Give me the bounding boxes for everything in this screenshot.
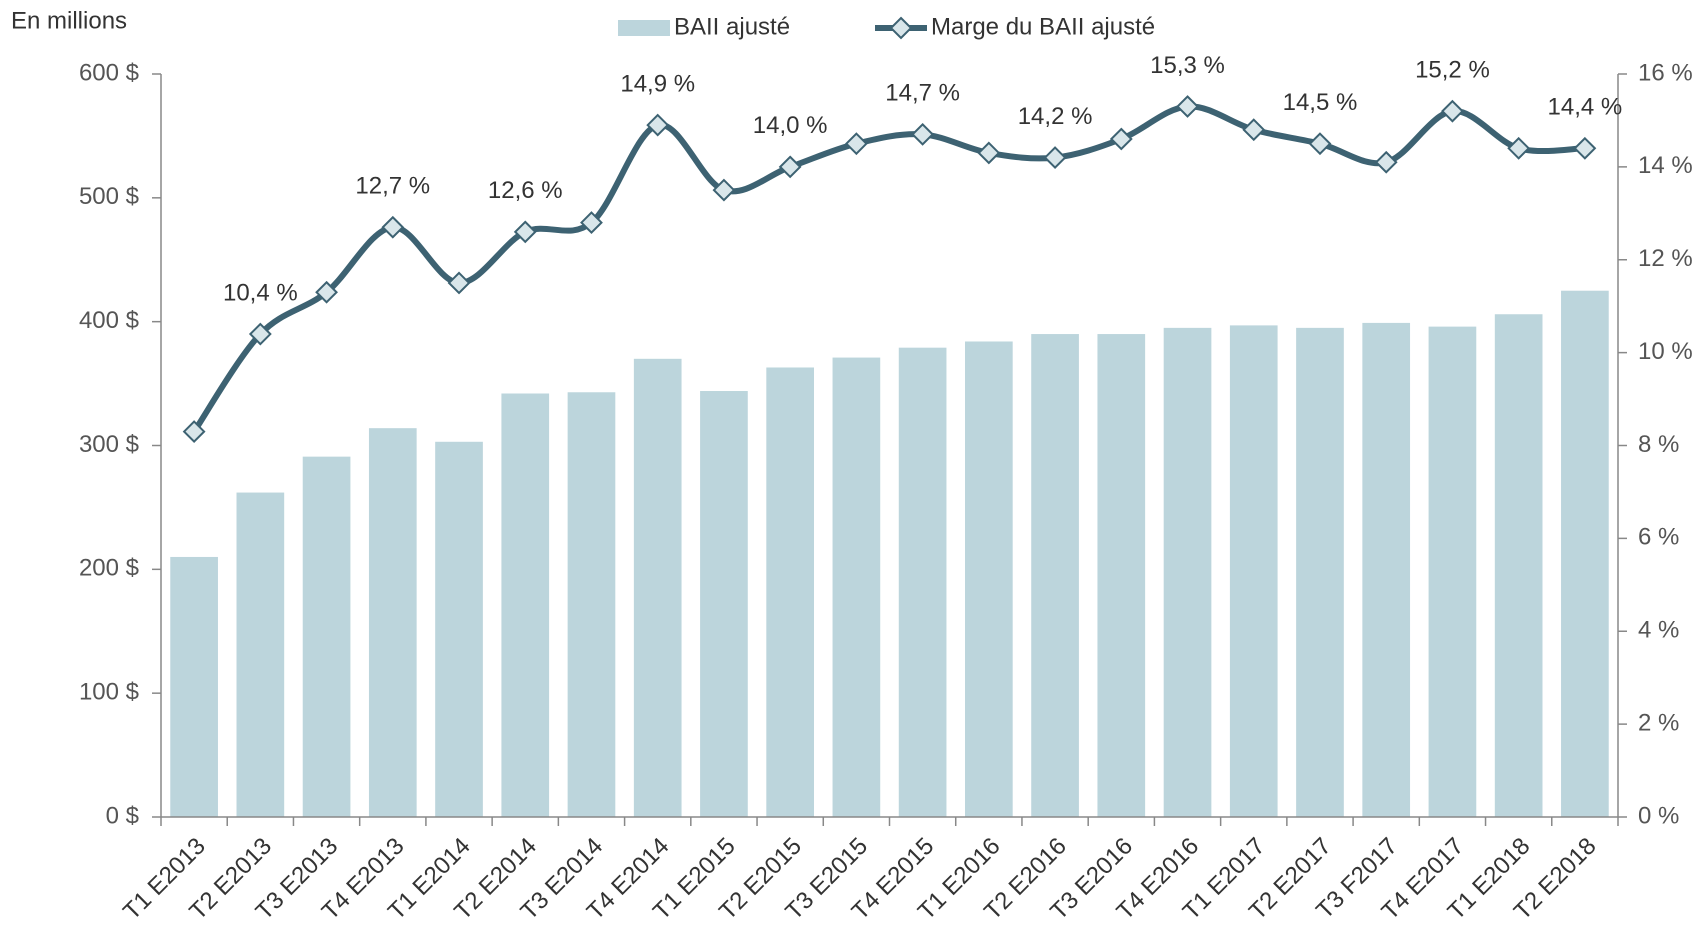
marker	[513, 220, 537, 244]
y-tick-label: 600 $	[79, 59, 139, 86]
bar	[1494, 314, 1543, 817]
y-tick-label: 300 $	[79, 431, 139, 458]
bar	[1428, 326, 1477, 817]
bar	[435, 441, 483, 817]
y2-tick-label: 4 %	[1638, 617, 1679, 644]
y2-tick-label: 10 %	[1638, 338, 1693, 365]
y-axis-label: En millions	[11, 7, 127, 34]
marker	[911, 122, 935, 146]
data-label: 14,2 %	[1018, 103, 1093, 130]
bar	[832, 357, 881, 817]
bar	[898, 347, 947, 817]
y2-tick-label: 12 %	[1638, 245, 1693, 272]
marker	[778, 155, 802, 179]
marker	[248, 322, 272, 346]
marker	[1374, 150, 1398, 174]
y-tick-label: 200 $	[79, 555, 139, 582]
y2-tick-label: 14 %	[1638, 152, 1693, 179]
y2-tick-label: 6 %	[1638, 524, 1679, 551]
marker	[182, 420, 206, 443]
data-label: 10,4 %	[223, 279, 298, 306]
marker	[1176, 95, 1199, 118]
data-label: 12,7 %	[355, 173, 430, 200]
y-tick-label: 0 $	[106, 802, 139, 829]
marker	[1573, 136, 1597, 160]
legend-label: Marge du BAII ajusté	[931, 13, 1155, 40]
bar	[1296, 327, 1344, 817]
data-label: 14,4 %	[1548, 94, 1623, 121]
legend-swatch	[618, 20, 670, 36]
marker	[381, 215, 405, 239]
bar	[1097, 334, 1146, 817]
marker	[1507, 136, 1531, 160]
marker	[447, 271, 471, 295]
y-tick-label: 400 $	[79, 307, 139, 334]
marker	[1308, 132, 1332, 156]
y-tick-label: 100 $	[79, 679, 139, 706]
marker	[844, 132, 868, 156]
marker	[646, 113, 670, 137]
marker	[1242, 118, 1266, 142]
data-label: 15,2 %	[1415, 56, 1490, 83]
bar	[501, 393, 550, 817]
bar	[567, 392, 616, 817]
bar	[1163, 327, 1212, 817]
bar	[302, 456, 351, 817]
data-label: 15,3 %	[1150, 52, 1225, 79]
marker	[1441, 99, 1464, 123]
data-label: 14,5 %	[1283, 89, 1358, 116]
y-tick-label: 500 $	[79, 183, 139, 210]
bar	[964, 341, 1013, 817]
marker	[580, 211, 603, 235]
data-label: 12,6 %	[488, 177, 563, 204]
marker	[315, 280, 338, 304]
y2-tick-label: 0 %	[1638, 802, 1679, 829]
legend-label: BAII ajusté	[674, 13, 790, 40]
bar	[766, 367, 815, 817]
bar	[170, 556, 218, 817]
marker	[1109, 127, 1133, 151]
y2-tick-label: 2 %	[1638, 709, 1679, 736]
data-label: 14,9 %	[620, 70, 695, 97]
data-label: 14,0 %	[753, 112, 828, 139]
bar	[1031, 334, 1079, 817]
marker	[712, 178, 736, 202]
y2-tick-label: 16 %	[1638, 59, 1693, 86]
bar	[700, 391, 748, 817]
bar	[368, 428, 417, 817]
bar	[236, 492, 285, 817]
marker	[1043, 146, 1067, 170]
bar	[1561, 290, 1609, 817]
bar	[633, 358, 682, 817]
data-label: 14,7 %	[885, 80, 960, 107]
marker	[977, 141, 1001, 165]
y2-tick-label: 8 %	[1638, 431, 1679, 458]
bar	[1229, 325, 1278, 817]
bar	[1362, 322, 1411, 817]
legend-marker	[889, 16, 913, 40]
